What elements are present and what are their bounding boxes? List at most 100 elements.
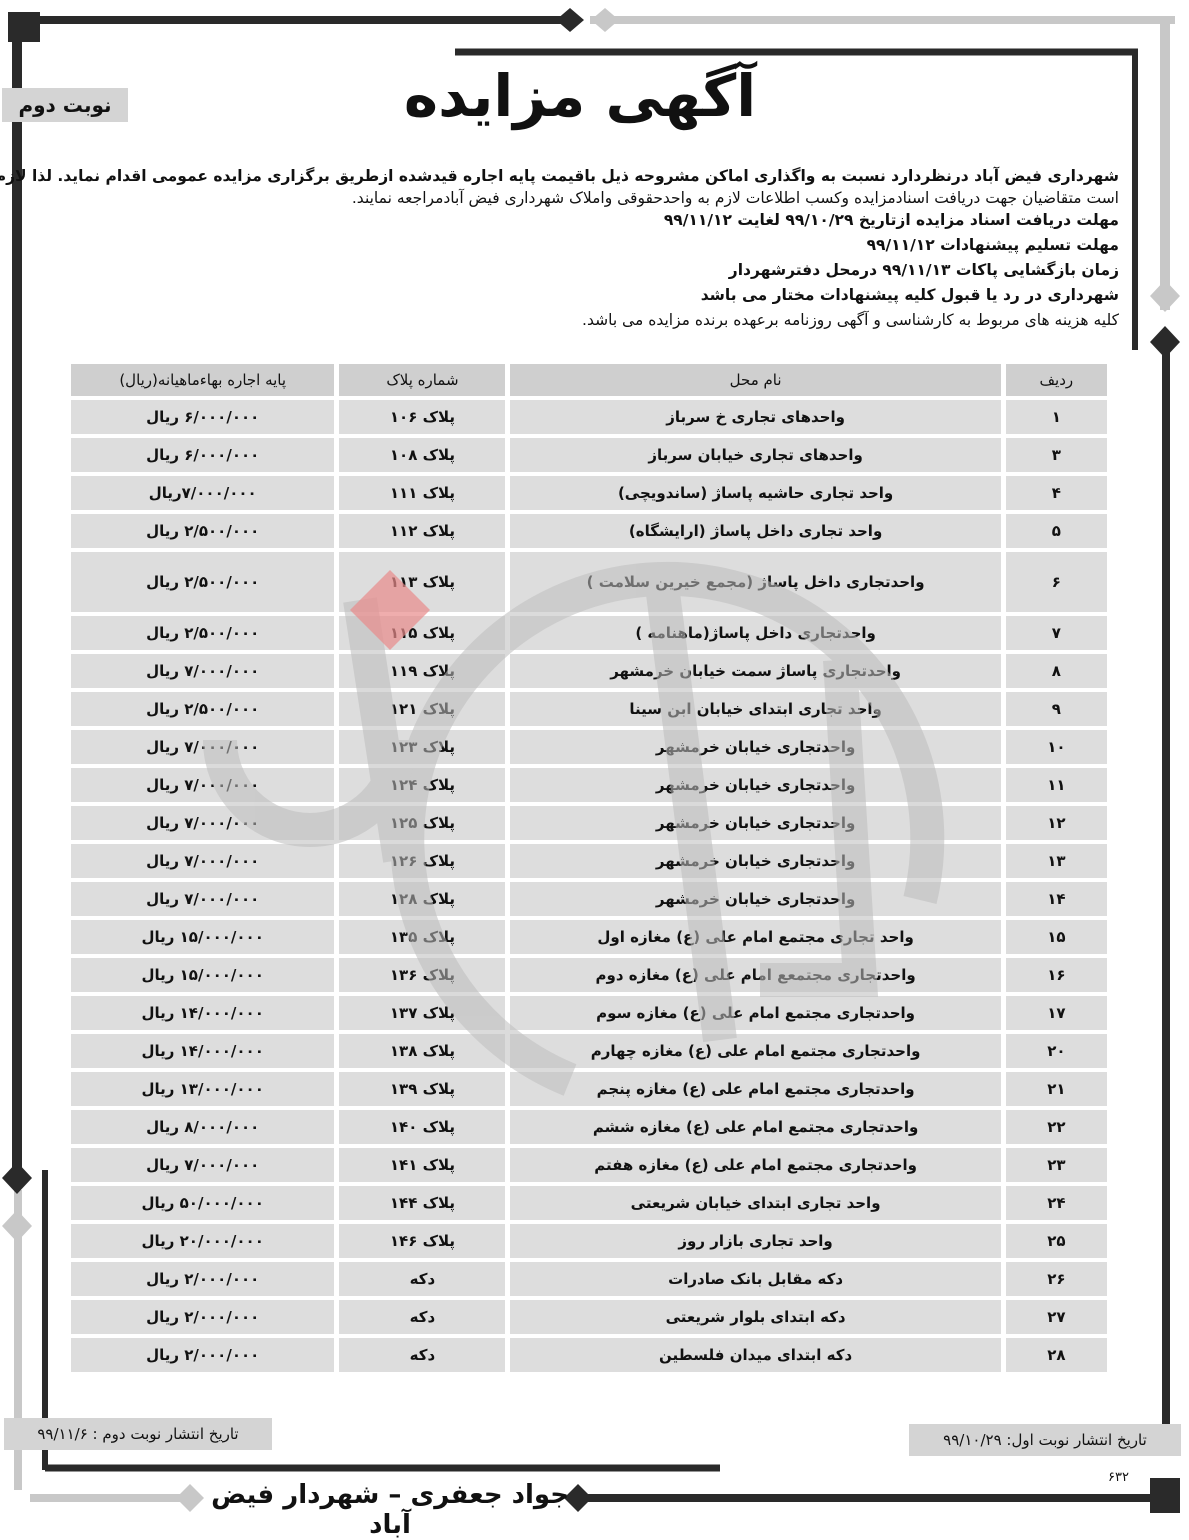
table-row: ۸ واحدتجاری پاساژ سمت خیابان خرمشهر پلاک ۱… — [71, 654, 1107, 688]
cell-base-rent: ۸/۰۰۰/۰۰۰ ریال — [71, 1110, 335, 1144]
header-location-name: نام محل — [510, 364, 1001, 396]
intro-line: شهرداری در رد یا قبول کلیه پیشنهادات مخت… — [700, 286, 1119, 304]
cell-location-name: واحدتجاری خیابان خرمشهر — [510, 806, 1001, 840]
table-row: ۳ واحدهای تجاری خیابان سرباز پلاک ۱۰۸ ۶/۰۰۰… — [71, 438, 1107, 472]
table-row: ۴ واحد تجاری حاشیه پاساژ (ساندویچی) پلاک ۱… — [71, 476, 1107, 510]
cell-plate-number: پلاک ۱۱۱ — [339, 476, 506, 510]
cell-base-rent: ۲/۵۰۰/۰۰۰ ریال — [71, 552, 335, 612]
cell-row-number: ۱۵ — [1005, 920, 1107, 954]
table-row: ۲۸ دکه ابتدای میدان فلسطین دکه ۲/۰۰۰/۰۰۰ ری… — [71, 1338, 1107, 1372]
cell-base-rent: ۲/۰۰۰/۰۰۰ ریال — [71, 1262, 335, 1296]
cell-plate-number: پلاک ۱۴۱ — [339, 1148, 506, 1182]
table-row: ۲۲ واحدتجاری مجتمع امام علی (ع) مغازه ششم… — [71, 1110, 1107, 1144]
table-row: ۱۲ واحدتجاری خیابان خرمشهر پلاک ۱۲۵ ۷/۰۰۰/۰… — [71, 806, 1107, 840]
cell-row-number: ۲۱ — [1005, 1072, 1107, 1106]
cell-plate-number: پلاک ۱۱۲ — [339, 514, 506, 548]
cell-location-name: دکه مقابل بانک صادرات — [510, 1262, 1001, 1296]
cell-location-name: واحدتجاری داخل پاساژ(ماهنامه ) — [510, 616, 1001, 650]
cell-location-name: واحدهای تجاری خ سرباز — [510, 400, 1001, 434]
table-row: ۲۶ دکه مقابل بانک صادرات دکه ۲/۰۰۰/۰۰۰ ریال — [71, 1262, 1107, 1296]
second-publication-date: تاریخ انتشار نوبت دوم : ۹۹/۱۱/۶ — [4, 1418, 272, 1450]
cell-location-name: واحدتجاری پاساژ سمت خیابان خرمشهر — [510, 654, 1001, 688]
cell-base-rent: ۷/۰۰۰/۰۰۰ریال — [71, 476, 335, 510]
cell-location-name: واحدتجاری خیابان خرمشهر — [510, 768, 1001, 802]
table-row: ۹ واحد تجاری ابتدای خیابان ابن سینا پلاک ۱… — [71, 692, 1107, 726]
turn-badge: نوبت دوم — [2, 88, 128, 122]
table-row: ۲۷ دکه ابتدای بلوار شریعتی دکه ۲/۰۰۰/۰۰۰ ری… — [71, 1300, 1107, 1334]
cell-row-number: ۴ — [1005, 476, 1107, 510]
cell-location-name: واحد تجاری بازار روز — [510, 1224, 1001, 1258]
intro-line: است متقاضیان جهت دریافت اسنادمزایده وکسب… — [351, 189, 1119, 207]
cell-base-rent: ۱۴/۰۰۰/۰۰۰ ریال — [71, 1034, 335, 1068]
cell-row-number: ۱۴ — [1005, 882, 1107, 916]
cell-base-rent: ۲/۵۰۰/۰۰۰ ریال — [71, 616, 335, 650]
cell-base-rent: ۶/۰۰۰/۰۰۰ ریال — [71, 400, 335, 434]
cell-row-number: ۱۲ — [1005, 806, 1107, 840]
table-row: ۱۳ واحدتجاری خیابان خرمشهر پلاک ۱۲۶ ۷/۰۰۰/۰… — [71, 844, 1107, 878]
table-row: ۲۳ واحدتجاری مجتمع امام علی (ع) مغازه هفت… — [71, 1148, 1107, 1182]
cell-base-rent: ۷/۰۰۰/۰۰۰ ریال — [71, 654, 335, 688]
cell-base-rent: ۱۳/۰۰۰/۰۰۰ ریال — [71, 1072, 335, 1106]
cell-plate-number: پلاک ۱۴۴ — [339, 1186, 506, 1220]
cell-plate-number: پلاک ۱۴۰ — [339, 1110, 506, 1144]
cell-base-rent: ۲/۵۰۰/۰۰۰ ریال — [71, 692, 335, 726]
cell-base-rent: ۷/۰۰۰/۰۰۰ ریال — [71, 730, 335, 764]
cell-row-number: ۵ — [1005, 514, 1107, 548]
cell-row-number: ۲۳ — [1005, 1148, 1107, 1182]
table-row: ۱ واحدهای تجاری خ سرباز پلاک ۱۰۶ ۶/۰۰۰/۰۰۰ … — [71, 400, 1107, 434]
cell-plate-number: پلاک ۱۱۵ — [339, 616, 506, 650]
intro-line: شهرداری فیض آباد درنظردارد نسبت به واگذا… — [0, 167, 1119, 185]
cell-plate-number: پلاک ۱۲۴ — [339, 768, 506, 802]
intro-line: کلیه هزینه های مربوط به کارشناسی و آگهی … — [582, 311, 1119, 329]
cell-base-rent: ۷/۰۰۰/۰۰۰ ریال — [71, 882, 335, 916]
cell-row-number: ۲۲ — [1005, 1110, 1107, 1144]
cell-row-number: ۷ — [1005, 616, 1107, 650]
cell-row-number: ۱۱ — [1005, 768, 1107, 802]
table-row: ۲۵ واحد تجاری بازار روز پلاک ۱۴۶ ۲۰/۰۰۰/۰۰۰… — [71, 1224, 1107, 1258]
cell-location-name: دکه ابتدای میدان فلسطین — [510, 1338, 1001, 1372]
cell-base-rent: ۶/۰۰۰/۰۰۰ ریال — [71, 438, 335, 472]
cell-plate-number: پلاک ۱۲۱ — [339, 692, 506, 726]
cell-base-rent: ۱۵/۰۰۰/۰۰۰ ریال — [71, 920, 335, 954]
table-row: ۱۵ واحد تجاری مجتمع امام علی (ع) مغازه او… — [71, 920, 1107, 954]
cell-row-number: ۶ — [1005, 552, 1107, 612]
table-row: ۲۱ واحدتجاری مجتمع امام علی (ع) مغازه پنج… — [71, 1072, 1107, 1106]
signature: جواد جعفری – شهردار فیض آباد — [211, 1480, 569, 1540]
table-row: ۱۰ واحدتجاری خیابان خرمشهر پلاک ۱۲۳ ۷/۰۰۰/۰… — [71, 730, 1107, 764]
cell-location-name: واحدتجاری مجتمع امام علی (ع) مغازه سوم — [510, 996, 1001, 1030]
cell-location-name: دکه ابتدای بلوار شریعتی — [510, 1300, 1001, 1334]
table-row: ۵ واحد تجاری داخل پاساژ (ارایشگاه) پلاک ۱۱… — [71, 514, 1107, 548]
cell-row-number: ۲۷ — [1005, 1300, 1107, 1334]
cell-plate-number: پلاک ۱۲۶ — [339, 844, 506, 878]
cell-plate-number: پلاک ۱۲۸ — [339, 882, 506, 916]
cell-row-number: ۲۶ — [1005, 1262, 1107, 1296]
cell-base-rent: ۲۰/۰۰۰/۰۰۰ ریال — [71, 1224, 335, 1258]
cell-location-name: واحدتجاری مجتمعع امام علی (ع) مغازه دوم — [510, 958, 1001, 992]
intro-line: زمان بازگشایی پاکات ۹۹/۱۱/۱۳ درمحل دفترش… — [728, 261, 1119, 279]
cell-location-name: واحدتجاری داخل پاساژ (مجمع خیرین سلامت ) — [510, 552, 1001, 612]
cell-plate-number: پلاک ۱۳۶ — [339, 958, 506, 992]
table-row: ۷ واحدتجاری داخل پاساژ(ماهنامه ) پلاک ۱۱۵ ۲… — [71, 616, 1107, 650]
cell-location-name: واحدتجاری مجتمع امام علی (ع) مغازه هفتم — [510, 1148, 1001, 1182]
cell-row-number: ۲۴ — [1005, 1186, 1107, 1220]
cell-location-name: واحدهای تجاری خیابان سرباز — [510, 438, 1001, 472]
cell-base-rent: ۷/۰۰۰/۰۰۰ ریال — [71, 844, 335, 878]
cell-base-rent: ۱۵/۰۰۰/۰۰۰ ریال — [71, 958, 335, 992]
header-row-number: ردیف — [1005, 364, 1107, 396]
cell-location-name: واحدتجاری مجتمع امام علی (ع) مغازه ششم — [510, 1110, 1001, 1144]
cell-plate-number: پلاک ۱۱۳ — [339, 552, 506, 612]
intro-line: مهلت تسلیم پیشنهادات ۹۹/۱۱/۱۲ — [866, 236, 1119, 254]
cell-location-name: واحد تجاری ابتدای خیابان شریعتی — [510, 1186, 1001, 1220]
cell-row-number: ۲۵ — [1005, 1224, 1107, 1258]
cell-base-rent: ۷/۰۰۰/۰۰۰ ریال — [71, 1148, 335, 1182]
cell-plate-number: پلاک ۱۳۵ — [339, 920, 506, 954]
cell-base-rent: ۲/۰۰۰/۰۰۰ ریال — [71, 1300, 335, 1334]
cell-location-name: واحد تجاری حاشیه پاساژ (ساندویچی) — [510, 476, 1001, 510]
cell-base-rent: ۲/۵۰۰/۰۰۰ ریال — [71, 514, 335, 548]
table-row: ۱۱ واحدتجاری خیابان خرمشهر پلاک ۱۲۴ ۷/۰۰۰/۰… — [71, 768, 1107, 802]
cell-plate-number: پلاک ۱۳۹ — [339, 1072, 506, 1106]
cell-plate-number: پلاک ۱۳۸ — [339, 1034, 506, 1068]
cell-row-number: ۳ — [1005, 438, 1107, 472]
cell-base-rent: ۱۴/۰۰۰/۰۰۰ ریال — [71, 996, 335, 1030]
